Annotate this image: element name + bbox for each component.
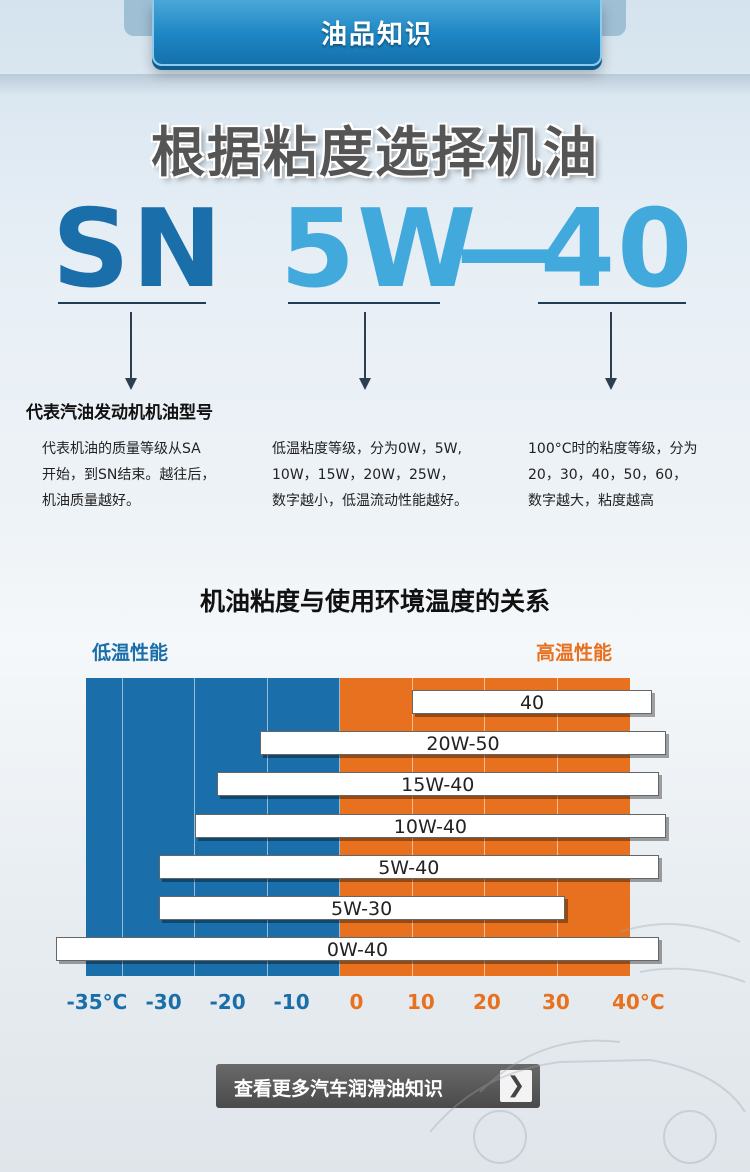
high-temp-label: 高温性能 <box>536 642 613 664</box>
arrow-down-icon <box>359 378 371 390</box>
arrow-line-grade <box>130 312 132 382</box>
chart-subtitle: 机油粘度与使用环境温度的关系 <box>199 587 550 616</box>
desc-line: 开始，到SN结束。越往后， <box>42 467 216 483</box>
desc-line: 代表机油的质量等级从SA <box>42 441 201 457</box>
x-tick-label: -10 <box>273 990 310 1014</box>
code-grade: SN <box>52 187 225 312</box>
viscosity-bar: 5W-30 <box>158 896 565 920</box>
desc-line: 100°C时的粘度等级，分为 <box>528 441 698 457</box>
code-high-temp: 40 <box>540 187 695 312</box>
desc-line: 数字越小，低温流动性能越好。 <box>272 493 468 509</box>
arrow-down-icon <box>605 378 617 390</box>
desc-low: 低温粘度等级，分为0W，5W, 10W，15W，20W，25W， 数字越小，低温… <box>272 436 468 514</box>
viscosity-bar: 40 <box>412 690 652 714</box>
header-banner: 油品知识 <box>0 0 750 96</box>
desc-line: 10W，15W，20W，25W， <box>272 467 455 483</box>
code-dash: — <box>456 187 566 312</box>
desc-high: 100°C时的粘度等级，分为 20，30，40，50，60， 数字越大，粘度越高 <box>528 436 698 514</box>
code-low-temp: 5W <box>280 187 479 312</box>
page-title: 油品知识 <box>320 20 433 50</box>
chevron-right-icon: ❯ <box>500 1070 532 1102</box>
x-tick-label: -20 <box>209 990 246 1014</box>
x-tick-label: 0 <box>349 990 364 1014</box>
arrow-line-high <box>610 312 612 382</box>
x-tick-label: -35°C <box>66 990 128 1014</box>
underline-grade <box>58 302 206 304</box>
desc-line: 数字越大，粘度越高 <box>528 493 654 509</box>
more-knowledge-label: 查看更多汽车润滑油知识 <box>234 1078 444 1100</box>
hero-title: 根据粘度选择机油 <box>151 121 599 184</box>
grid-line <box>121 678 123 976</box>
car-silhouette-icon <box>429 923 746 1164</box>
underline-high <box>538 302 686 304</box>
desc-grade: 代表机油的质量等级从SA 开始，到SN结束。越往后， 机油质量越好。 <box>42 436 215 514</box>
arrow-down-icon <box>125 378 137 390</box>
viscosity-bar: 5W-40 <box>158 854 659 879</box>
x-tick-label: 40°C <box>612 990 665 1014</box>
grade-label: 代表汽油发动机机油型号 <box>26 403 213 423</box>
banner-shade <box>0 74 750 96</box>
x-tick-label: 20 <box>473 990 501 1014</box>
viscosity-bar: 0W-40 <box>56 937 659 962</box>
desc-line: 低温粘度等级，分为0W，5W, <box>272 441 462 457</box>
x-tick-label: -30 <box>145 990 182 1014</box>
viscosity-bar: 20W-50 <box>260 731 666 756</box>
viscosity-bar: 10W-40 <box>194 813 666 838</box>
desc-line: 机油质量越好。 <box>42 493 140 509</box>
x-tick-label: 30 <box>542 990 570 1014</box>
banner-plate: 油品知识 <box>152 0 602 66</box>
x-tick-label: 10 <box>407 990 435 1014</box>
arrow-line-low <box>364 312 366 382</box>
viscosity-bar: 15W-40 <box>216 772 659 797</box>
desc-line: 20，30，40，50，60， <box>528 467 688 483</box>
low-temp-label: 低温性能 <box>92 642 169 664</box>
underline-low <box>288 302 440 304</box>
more-knowledge-button[interactable]: 查看更多汽车润滑油知识 ❯ <box>216 1064 540 1108</box>
